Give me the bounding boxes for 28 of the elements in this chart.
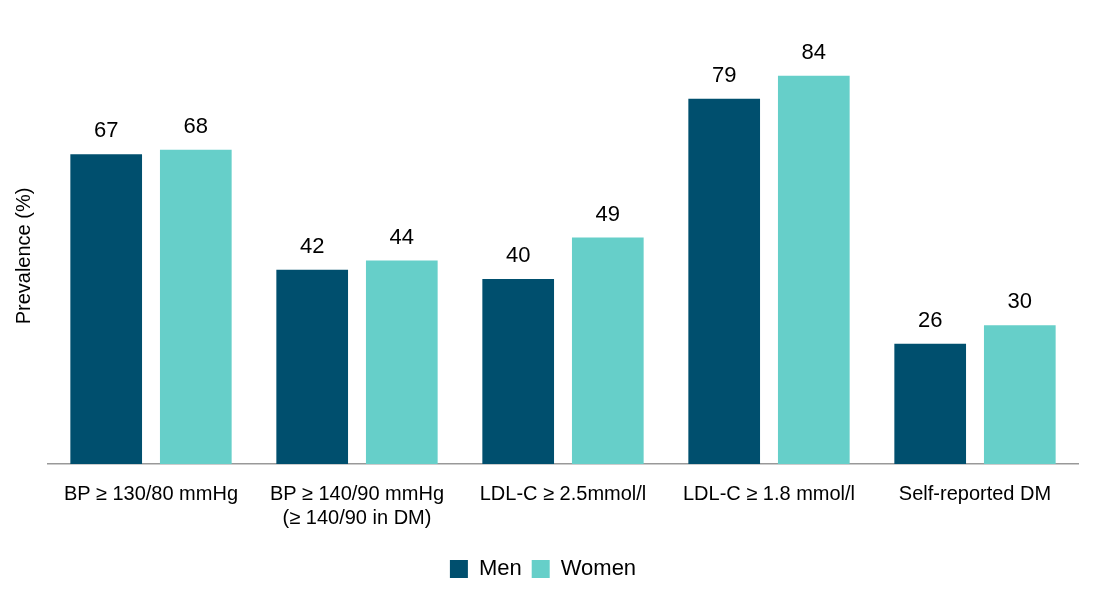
bar — [983, 325, 1056, 464]
data-label: 67 — [93, 117, 119, 143]
data-label: 68 — [183, 112, 209, 138]
x-tick-label: Self-reported DM — [898, 481, 1052, 504]
bar — [777, 75, 850, 464]
data-label: 42 — [299, 232, 325, 258]
bar — [365, 260, 438, 464]
x-tick-label: BP ≥ 140/90 mmHg (≥ 140/90 in DM) — [269, 481, 445, 528]
bar — [571, 237, 644, 464]
legend-label: Men — [478, 555, 522, 581]
data-label: 49 — [595, 200, 621, 226]
y-axis-title: Prevalence (%) — [11, 187, 34, 325]
x-tick-label: LDL-C ≥ 2.5mmol/l — [479, 481, 647, 504]
bar — [894, 343, 967, 464]
data-label: 40 — [505, 242, 531, 268]
bar — [482, 279, 555, 464]
x-tick-label: LDL-C ≥ 1.8 mmol/l — [682, 481, 856, 504]
bar — [159, 149, 232, 464]
data-label: 79 — [711, 61, 737, 87]
data-label: 44 — [389, 223, 415, 249]
data-label: 84 — [801, 38, 827, 64]
bar — [688, 98, 761, 464]
legend-label: Women — [560, 555, 637, 581]
bar — [70, 154, 143, 464]
x-tick-label: BP ≥ 130/80 mmHg — [63, 481, 239, 504]
data-label: 30 — [1007, 288, 1033, 314]
data-label: 26 — [917, 306, 943, 332]
bar — [276, 269, 349, 464]
